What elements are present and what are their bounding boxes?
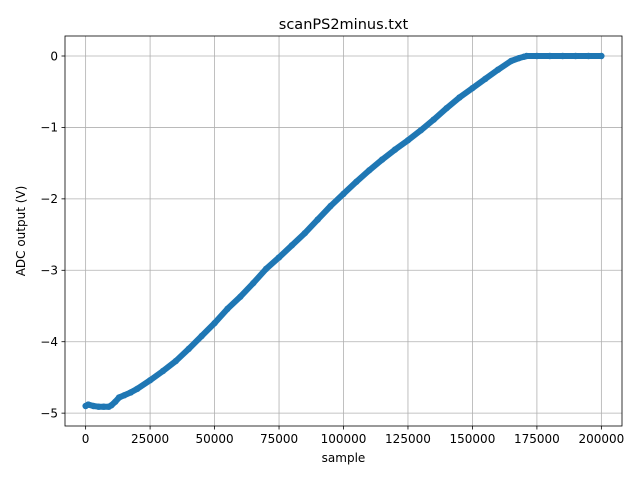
y-tick-label: −4 <box>40 335 58 349</box>
data-point <box>559 52 566 60</box>
data-point <box>585 52 592 60</box>
chart-title: scanPS2minus.txt <box>279 17 409 33</box>
y-tick-label: 0 <box>50 49 58 63</box>
data-point <box>391 146 399 153</box>
x-tick-label: 50000 <box>195 432 233 446</box>
data-point <box>301 229 309 237</box>
data-point <box>340 190 347 198</box>
x-tick-label: 75000 <box>260 432 298 446</box>
x-axis-label: sample <box>322 451 366 465</box>
data-point <box>482 75 489 83</box>
data-point <box>495 66 502 73</box>
data-point <box>211 319 218 327</box>
x-tick-label: 200000 <box>578 432 624 446</box>
data-point <box>250 279 257 287</box>
y-axis-label: ADC output (V) <box>14 186 28 277</box>
data-point <box>146 377 154 384</box>
x-tick-label: 100000 <box>321 432 367 446</box>
data-point <box>112 398 119 405</box>
data-point <box>185 345 192 353</box>
data-point <box>100 403 107 410</box>
data-point <box>121 392 128 399</box>
y-tick-label: −5 <box>40 406 58 420</box>
data-point <box>198 332 205 340</box>
data-point <box>115 394 123 401</box>
x-tick-label: 25000 <box>131 432 169 446</box>
y-tick-label: −1 <box>40 121 58 135</box>
data-point <box>134 385 141 393</box>
data-point <box>378 156 386 163</box>
data-point <box>515 54 523 62</box>
data-point <box>469 84 476 92</box>
data-point <box>262 265 270 273</box>
data-point <box>224 305 231 313</box>
data-point <box>443 104 450 112</box>
data-point <box>572 52 579 60</box>
data-point <box>353 178 360 185</box>
data-point <box>95 403 102 410</box>
ticks: 0 25000 50000 75000 100000 125000 150000 175000… <box>40 49 624 446</box>
data-point <box>159 367 167 375</box>
data-point <box>127 389 134 396</box>
x-tick-label: 175000 <box>514 432 560 446</box>
data-point <box>237 293 244 300</box>
data-point <box>404 137 412 144</box>
data-point <box>85 401 92 408</box>
x-tick-label: 125000 <box>385 432 431 446</box>
data-point <box>417 127 425 134</box>
x-tick-label: 150000 <box>450 432 496 446</box>
data-point <box>366 167 373 174</box>
data-point <box>430 116 437 123</box>
data-point <box>288 242 296 249</box>
data-point <box>90 402 97 410</box>
data-point <box>533 52 541 60</box>
y-tick-label: −3 <box>40 264 58 278</box>
data-point <box>275 254 283 261</box>
data-point <box>327 202 334 210</box>
data-point <box>456 94 463 101</box>
series-layer <box>82 52 605 410</box>
x-tick-label: 0 <box>82 432 90 446</box>
data-point <box>598 52 605 60</box>
data-point <box>172 357 180 365</box>
data-point <box>314 216 321 223</box>
data-point <box>523 52 530 60</box>
y-tick-label: −2 <box>40 192 58 206</box>
data-point <box>507 57 515 65</box>
grid <box>65 36 622 426</box>
data-point <box>546 52 553 60</box>
